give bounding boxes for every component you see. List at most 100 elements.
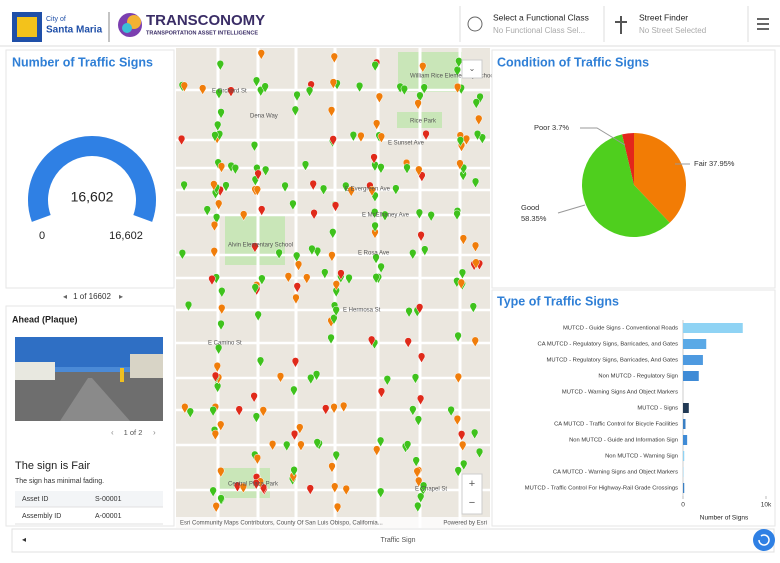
sign-marker[interactable] xyxy=(281,181,289,193)
sign-marker[interactable] xyxy=(313,246,322,258)
sign-marker[interactable] xyxy=(447,405,455,417)
sign-marker[interactable] xyxy=(309,179,317,191)
sign-marker[interactable] xyxy=(250,392,258,403)
photo-prev[interactable]: ‹ xyxy=(111,428,114,437)
sign-marker[interactable] xyxy=(417,231,425,242)
sign-marker[interactable] xyxy=(471,241,480,253)
sign-marker[interactable] xyxy=(301,160,310,172)
sign-marker[interactable] xyxy=(292,293,300,305)
sign-marker[interactable] xyxy=(478,133,486,145)
sign-marker[interactable] xyxy=(377,487,385,499)
sign-marker[interactable] xyxy=(330,314,338,325)
sign-marker[interactable] xyxy=(349,131,358,142)
sign-marker[interactable] xyxy=(414,415,423,427)
sign-marker[interactable] xyxy=(419,481,428,493)
photo-next[interactable]: › xyxy=(153,428,156,437)
sign-marker[interactable] xyxy=(368,335,376,347)
sign-marker[interactable] xyxy=(210,220,219,232)
map-expand-icon[interactable]: ⌄ xyxy=(469,64,476,73)
sign-marker[interactable] xyxy=(456,136,465,147)
sign-marker[interactable] xyxy=(259,483,268,495)
sign-marker[interactable] xyxy=(214,343,223,355)
sign-marker[interactable] xyxy=(258,205,266,217)
sign-marker[interactable] xyxy=(417,352,426,364)
sign-marker[interactable] xyxy=(373,119,381,131)
sign-marker[interactable] xyxy=(217,420,225,432)
sign-marker[interactable] xyxy=(283,440,291,452)
street-label[interactable]: Street Finder xyxy=(639,12,688,22)
sign-marker[interactable] xyxy=(372,273,380,284)
sign-marker[interactable] xyxy=(453,209,461,221)
sign-marker[interactable] xyxy=(377,163,385,174)
refresh-button[interactable] xyxy=(753,529,775,551)
sign-marker[interactable] xyxy=(377,262,385,274)
sign-marker[interactable] xyxy=(297,440,305,452)
street-icon[interactable] xyxy=(615,16,627,34)
pager-next[interactable]: ▸ xyxy=(119,292,123,301)
sign-marker[interactable] xyxy=(332,450,340,462)
sign-marker[interactable] xyxy=(254,310,262,322)
sign-marker[interactable] xyxy=(268,440,277,451)
sign-marker[interactable] xyxy=(293,282,301,294)
sign-marker[interactable] xyxy=(332,280,340,291)
sign-marker[interactable] xyxy=(180,180,188,192)
sign-marker[interactable] xyxy=(308,244,316,256)
sign-marker[interactable] xyxy=(416,91,424,103)
sign-marker[interactable] xyxy=(319,184,328,196)
sign-marker[interactable] xyxy=(370,153,378,165)
sign-marker[interactable] xyxy=(293,251,301,263)
sign-marker[interactable] xyxy=(215,199,223,211)
sign-marker[interactable] xyxy=(181,403,189,414)
sign-marker[interactable] xyxy=(415,165,423,177)
sign-marker[interactable] xyxy=(210,180,218,192)
sign-marker[interactable] xyxy=(340,401,348,413)
sign-marker[interactable] xyxy=(250,141,259,152)
sign-marker[interactable] xyxy=(289,199,297,211)
sign-marker[interactable] xyxy=(178,249,187,260)
sign-marker[interactable] xyxy=(453,82,462,94)
sign-marker[interactable] xyxy=(454,466,462,478)
sign-marker[interactable] xyxy=(217,466,225,478)
sign-marker[interactable] xyxy=(208,274,216,286)
sign-marker[interactable] xyxy=(257,49,265,60)
sign-marker[interactable] xyxy=(184,300,193,312)
sign-marker[interactable] xyxy=(458,268,467,280)
sign-marker[interactable] xyxy=(239,482,247,494)
sign-marker[interactable] xyxy=(421,245,429,257)
map-zoom[interactable] xyxy=(461,473,483,515)
sign-marker[interactable] xyxy=(258,274,266,286)
sign-marker[interactable] xyxy=(212,213,221,224)
sign-marker[interactable] xyxy=(332,305,340,317)
sign-marker[interactable] xyxy=(291,357,300,368)
sign-marker[interactable] xyxy=(328,251,336,262)
sign-marker[interactable] xyxy=(211,429,219,441)
sign-marker[interactable] xyxy=(375,92,384,104)
sign-marker[interactable] xyxy=(333,502,342,514)
sign-marker[interactable] xyxy=(217,319,225,331)
sign-marker[interactable] xyxy=(291,105,299,117)
sign-marker[interactable] xyxy=(456,159,464,171)
sign-marker[interactable] xyxy=(322,404,330,416)
sign-marker[interactable] xyxy=(240,210,248,222)
sign-marker[interactable] xyxy=(342,484,350,496)
class-value[interactable]: No Functional Class Sel... xyxy=(493,26,585,35)
sign-marker[interactable] xyxy=(475,114,483,126)
sign-marker[interactable] xyxy=(203,205,211,217)
sign-marker[interactable] xyxy=(294,260,303,272)
sign-marker[interactable] xyxy=(180,81,188,93)
sign-marker[interactable] xyxy=(403,163,411,175)
sign-marker[interactable] xyxy=(411,373,420,385)
sign-marker[interactable] xyxy=(476,92,484,104)
sign-marker[interactable] xyxy=(213,361,221,373)
map-powered[interactable]: Powered by Esri xyxy=(443,521,487,527)
sign-marker[interactable] xyxy=(306,484,314,496)
sign-marker[interactable] xyxy=(251,283,259,295)
sign-marker[interactable] xyxy=(453,414,461,426)
sign-marker[interactable] xyxy=(414,501,422,513)
sign-marker[interactable] xyxy=(409,249,417,260)
sign-marker[interactable] xyxy=(420,83,428,95)
sign-marker[interactable] xyxy=(307,80,315,92)
sign-marker[interactable] xyxy=(381,210,389,222)
sign-marker[interactable] xyxy=(231,163,239,175)
sign-marker[interactable] xyxy=(454,372,462,384)
